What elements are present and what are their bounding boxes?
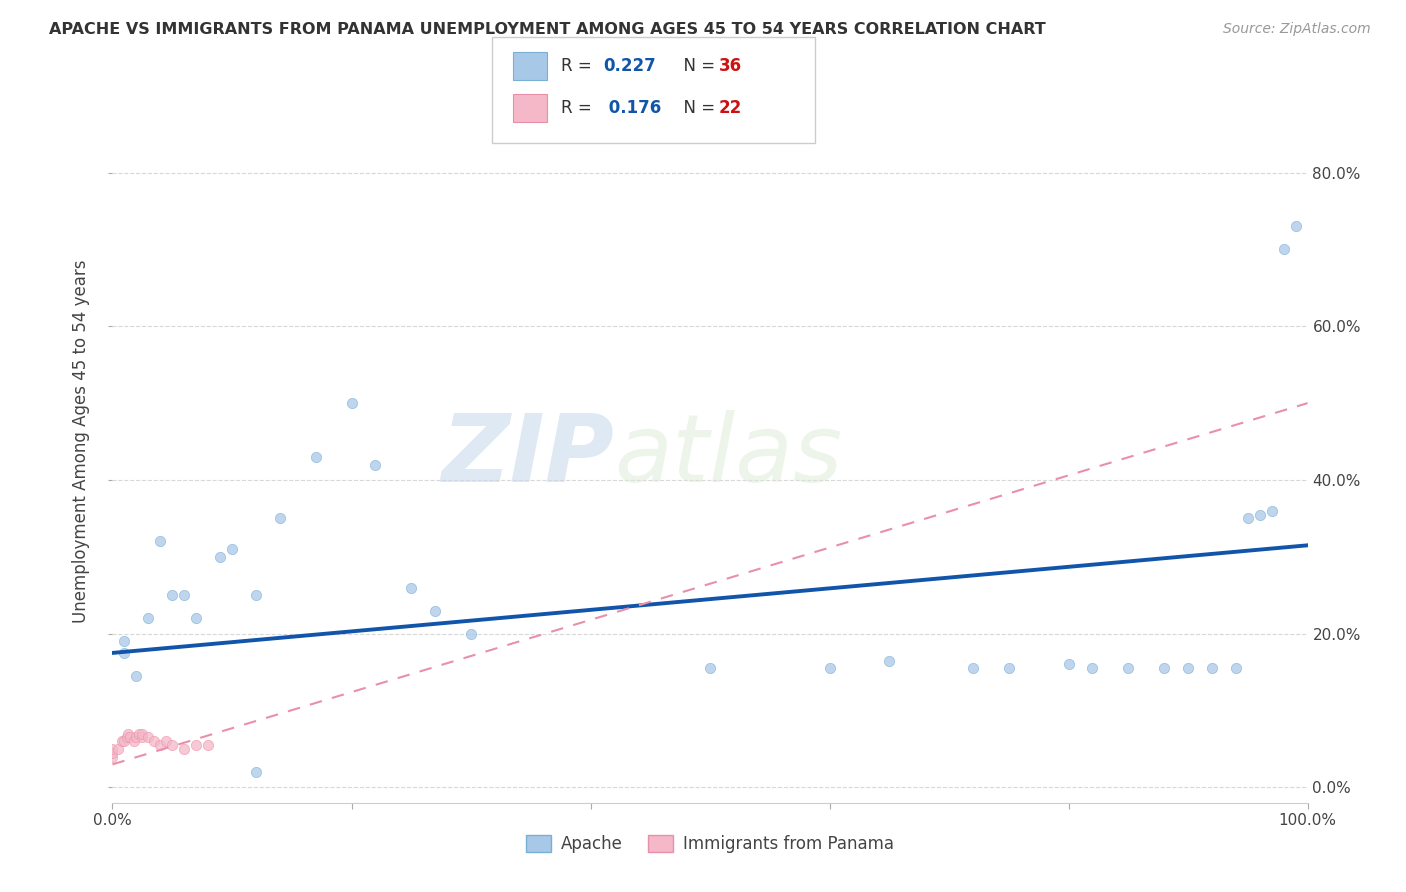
Text: N =: N =: [673, 57, 721, 75]
Point: [114, 634, 135, 648]
Point: [131, 731, 153, 745]
Point: [1285, 219, 1308, 234]
Point: [962, 661, 984, 675]
Point: [173, 588, 195, 602]
Point: [818, 661, 841, 675]
Point: [173, 742, 195, 756]
Point: [101, 742, 124, 756]
Text: R =: R =: [561, 57, 598, 75]
Legend: Apache, Immigrants from Panama: Apache, Immigrants from Panama: [519, 828, 901, 860]
Point: [1153, 661, 1175, 675]
Point: [162, 738, 183, 752]
Point: [425, 604, 447, 618]
Point: [1272, 243, 1295, 257]
Point: [114, 734, 135, 748]
Point: [1249, 508, 1271, 522]
Point: [245, 588, 267, 602]
Point: [131, 726, 153, 740]
Point: [155, 734, 177, 748]
Point: [101, 746, 124, 760]
Text: APACHE VS IMMIGRANTS FROM PANAMA UNEMPLOYMENT AMONG AGES 45 TO 54 YEARS CORRELAT: APACHE VS IMMIGRANTS FROM PANAMA UNEMPLO…: [49, 22, 1046, 37]
Point: [114, 646, 135, 660]
Point: [401, 581, 423, 595]
Point: [120, 731, 142, 745]
Point: [107, 742, 129, 756]
Point: [1057, 657, 1080, 672]
Point: [115, 731, 138, 745]
Point: [699, 661, 721, 675]
Text: ZIP: ZIP: [441, 410, 614, 502]
Point: [138, 731, 160, 745]
Point: [143, 734, 166, 748]
Point: [101, 749, 124, 764]
Point: [340, 396, 363, 410]
Point: [128, 726, 150, 740]
Point: [186, 738, 208, 752]
Point: [305, 450, 328, 464]
Point: [209, 549, 232, 564]
Point: [149, 534, 172, 549]
Point: [269, 511, 291, 525]
Point: [1201, 661, 1223, 675]
Point: [1177, 661, 1199, 675]
Text: 22: 22: [718, 99, 742, 117]
Text: 0.227: 0.227: [603, 57, 657, 75]
Point: [1261, 504, 1284, 518]
Point: [245, 765, 267, 780]
Point: [998, 661, 1021, 675]
Point: [125, 731, 148, 745]
Text: atlas: atlas: [614, 410, 842, 501]
Point: [138, 611, 160, 625]
Point: [122, 734, 145, 748]
Point: [879, 654, 901, 668]
Y-axis label: Unemployment Among Ages 45 to 54 years: Unemployment Among Ages 45 to 54 years: [72, 260, 90, 624]
Point: [460, 626, 482, 640]
Point: [125, 669, 148, 683]
Text: Source: ZipAtlas.com: Source: ZipAtlas.com: [1223, 22, 1371, 37]
Point: [364, 458, 387, 472]
Point: [186, 611, 208, 625]
Point: [1118, 661, 1140, 675]
Point: [149, 738, 172, 752]
Point: [1225, 661, 1247, 675]
Point: [221, 542, 243, 557]
Point: [111, 734, 134, 748]
Text: R =: R =: [561, 99, 598, 117]
Point: [117, 726, 139, 740]
Text: 36: 36: [718, 57, 741, 75]
Point: [162, 588, 183, 602]
Text: N =: N =: [673, 99, 721, 117]
Text: 0.176: 0.176: [603, 99, 661, 117]
Point: [1237, 511, 1260, 525]
Point: [1081, 661, 1104, 675]
Point: [197, 738, 219, 752]
